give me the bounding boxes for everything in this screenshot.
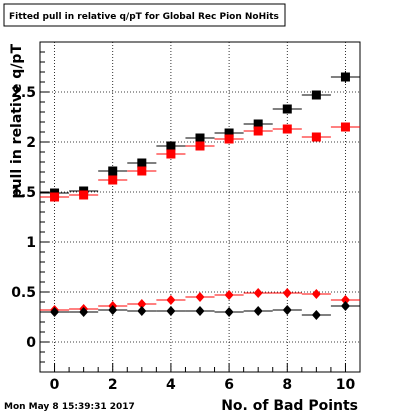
data-point-square [282,124,292,134]
title-box: Fitted pull in relative q/pT for Global … [3,3,286,27]
x-tick-label: 8 [282,377,292,393]
chart-title: Fitted pull in relative q/pT for Global … [9,12,279,22]
data-point-square [195,133,205,143]
data-point-square [224,134,234,144]
data-point-square [166,141,176,151]
data-point-square [253,119,263,129]
data-point-square [108,166,118,176]
data-marks [40,71,360,320]
data-point-diamond [253,288,263,298]
data-point-diamond [195,306,205,316]
y-tick-label: 0.5 [11,285,36,301]
data-point-square [340,72,350,82]
data-point-diamond [224,307,234,317]
x-axis-label: No. of Bad Points [221,398,358,414]
data-point-square [224,128,234,138]
x-tick-label: 6 [224,377,234,393]
data-point-diamond [137,299,147,309]
axes: 0 2 4 6 8 10 0 0.5 1 1.5 2 2.5 [11,51,356,393]
data-point-square [282,104,292,114]
data-point-diamond [50,307,60,317]
data-point-square [311,90,321,100]
y-tick-label: 2.5 [11,85,36,101]
data-point-square [253,126,263,136]
data-point-diamond [282,288,292,298]
data-point-square [108,175,118,185]
data-point-square [137,158,147,168]
y-tick-label: 2 [26,135,36,151]
data-point-diamond [340,295,350,305]
data-point-diamond [340,301,350,311]
x-tick-label: 4 [166,377,176,393]
x-tick-label: 0 [50,377,60,393]
y-tick-label: 1 [26,235,36,251]
data-point-diamond [166,295,176,305]
data-point-square [166,149,176,159]
y-tick-label: 1.5 [11,185,36,201]
data-point-diamond [166,306,176,316]
data-point-square [311,132,321,142]
data-point-square [137,166,147,176]
data-point-square [50,192,60,202]
data-point-diamond [137,306,147,316]
y-tick-label: 0 [26,335,36,351]
data-point-diamond [311,310,321,320]
data-point-diamond [282,305,292,315]
data-point-diamond [195,292,205,302]
data-point-diamond [79,307,89,317]
data-point-square [79,190,89,200]
y-axis-label: pull in relative q/pT [9,44,25,199]
data-point-diamond [224,290,234,300]
data-point-diamond [253,306,263,316]
data-point-square [195,141,205,151]
data-point-square [340,122,350,132]
x-tick-label: 2 [108,377,118,393]
x-tick-label: 10 [336,377,356,393]
timestamp: Mon May 8 15:39:31 2017 [4,402,135,412]
data-point-diamond [108,305,118,315]
data-point-diamond [311,289,321,299]
